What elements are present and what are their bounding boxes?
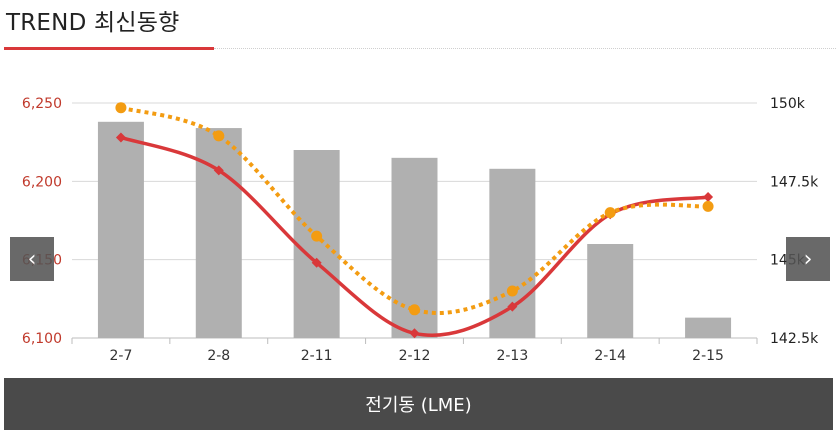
- x-tick-label: 2-8: [207, 348, 230, 364]
- point-solid-2-15: [703, 192, 714, 202]
- left-axis-tick-label: 6,200: [22, 174, 62, 190]
- point-dotted-2-8: [213, 130, 225, 142]
- left-axis-tick-label: 6,100: [22, 331, 62, 347]
- point-dotted-2-13: [506, 285, 518, 297]
- bar-2-7: [97, 121, 144, 338]
- commodity-label-bar: 전기동 (LME): [4, 378, 833, 430]
- title-underline: [4, 47, 214, 50]
- point-solid-2-13: [507, 301, 518, 312]
- left-axis-tick-label: 6,250: [22, 96, 62, 112]
- x-tick-label: 2-14: [594, 348, 626, 364]
- chevron-left-icon: ‹: [27, 246, 37, 272]
- x-tick-label: 2-13: [496, 348, 528, 364]
- x-tick-label: 2-7: [109, 348, 132, 364]
- point-dotted-2-7: [115, 102, 127, 114]
- point-solid-2-7: [115, 132, 126, 143]
- x-tick-label: 2-15: [692, 348, 724, 364]
- bar-2-8: [195, 128, 242, 338]
- prev-arrow-button[interactable]: ‹: [10, 237, 54, 281]
- right-axis-tick-label: 150k: [770, 96, 806, 112]
- bar-2-13: [489, 168, 536, 338]
- x-axis-ticks: 2-7 2-8 2-11 2-12 2-13 2-14 2-15: [109, 348, 723, 364]
- point-solid-2-11: [311, 257, 322, 268]
- chart-markers: [115, 102, 714, 339]
- x-tick-label: 2-11: [301, 348, 333, 364]
- page-title: TREND 최신동향: [6, 10, 180, 36]
- right-axis-tick-label: 147.5k: [770, 174, 819, 190]
- point-dotted-2-11: [311, 230, 323, 242]
- next-arrow-button[interactable]: ›: [786, 237, 830, 281]
- chevron-right-icon: ›: [803, 246, 813, 272]
- bar-2-14: [587, 244, 634, 338]
- commodity-label: 전기동 (LME): [365, 395, 472, 416]
- point-dotted-2-14: [604, 207, 616, 219]
- point-dotted-2-12: [409, 304, 420, 316]
- bar-2-11: [293, 150, 340, 338]
- x-tick-label: 2-12: [399, 348, 431, 364]
- point-solid-2-8: [213, 165, 224, 176]
- point-dotted-2-15: [702, 200, 714, 212]
- point-solid-2-12: [409, 328, 420, 339]
- bar-2-15: [685, 317, 732, 338]
- title-divider: [214, 48, 836, 49]
- right-axis-tick-label: 142.5k: [770, 331, 819, 347]
